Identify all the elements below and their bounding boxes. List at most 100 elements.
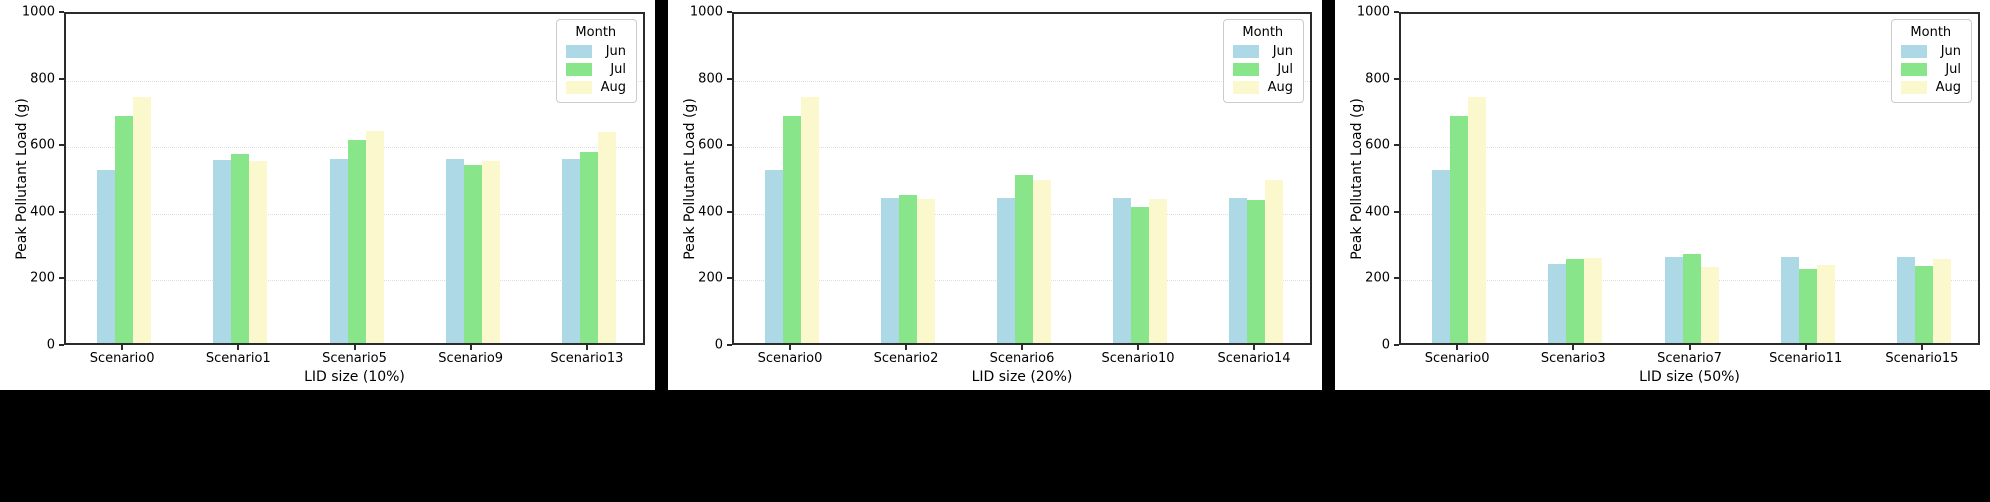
gridline-800 [1401, 80, 1978, 82]
x-tick-mark [585, 345, 588, 350]
bar-aug-scenario5 [365, 131, 384, 343]
y-tick-label: 800 [698, 71, 723, 87]
y-tick-label: 600 [1365, 137, 1390, 153]
legend-label: Jun [605, 44, 626, 59]
legend-item-aug: Aug [565, 80, 626, 95]
x-tick-mark [789, 345, 791, 350]
y-tick-mark [59, 210, 64, 213]
bar-jun-scenario0 [97, 169, 116, 343]
y-axis-label: Peak Pollutant Load (g) [1349, 97, 1365, 260]
x-axis-label: LID size (10%) [304, 369, 405, 385]
y-tick-mark [727, 77, 732, 80]
legend-item-jun: Jun [565, 44, 626, 59]
bar-aug-scenario7 [1700, 267, 1719, 343]
legend-item-aug: Aug [1232, 80, 1293, 95]
y-tick-mark [59, 144, 64, 147]
legend-item-jul: Jul [1900, 62, 1961, 77]
bar-aug-scenario0 [801, 96, 819, 343]
x-tick-mark [1021, 345, 1023, 350]
legend-label: Jul [1945, 62, 1961, 77]
legend-item-jun: Jun [1232, 44, 1293, 59]
bar-jul-scenario0 [1450, 116, 1469, 343]
x-tick-label: Scenario14 [1217, 351, 1291, 366]
bar-jul-scenario5 [347, 139, 366, 343]
legend: Month Jun Jul Aug [1890, 19, 1972, 103]
x-tick-mark [905, 345, 907, 350]
y-tick-label: 200 [30, 270, 55, 286]
y-tick-mark [727, 277, 732, 280]
legend-swatch-jul-icon [1232, 63, 1259, 76]
bar-aug-scenario13 [597, 131, 616, 343]
plot-area: Month Jun Jul Aug [64, 12, 645, 345]
bar-jun-scenario14 [1229, 198, 1247, 343]
x-tick-mark [1253, 345, 1255, 350]
y-tick-mark [1394, 210, 1399, 213]
y-tick-mark [59, 277, 64, 280]
bar-aug-scenario6 [1033, 179, 1051, 343]
legend-label: Jul [1277, 62, 1293, 77]
x-axis-label: LID size (20%) [971, 369, 1073, 385]
legend-label: Jun [1940, 44, 1961, 59]
x-tick-label: Scenario11 [1769, 351, 1843, 366]
bar-jul-scenario1 [231, 153, 250, 343]
y-tick-mark [727, 11, 732, 13]
bar-jul-scenario6 [1015, 174, 1033, 343]
x-tick-mark [1920, 345, 1923, 350]
legend-label: Aug [1267, 80, 1293, 95]
legend-item-aug: Aug [1900, 80, 1961, 95]
x-tick-mark [469, 345, 472, 350]
legend-swatch-aug-icon [565, 81, 592, 94]
legend-title: Month [1242, 25, 1284, 40]
bar-jul-scenario0 [783, 116, 801, 343]
x-tick-mark [1137, 345, 1139, 350]
bar-aug-scenario2 [917, 199, 935, 343]
x-tick-label: Scenario0 [89, 351, 155, 366]
y-tick-label: 200 [1365, 270, 1390, 286]
x-tick-label: Scenario7 [1657, 351, 1722, 366]
legend-label: Jul [610, 62, 626, 77]
y-tick-label: 200 [698, 270, 723, 286]
gridline-800 [66, 80, 643, 82]
legend-item-jul: Jul [1232, 62, 1293, 77]
x-tick-label: Scenario3 [1540, 351, 1606, 366]
y-tick-mark [1394, 77, 1399, 80]
x-tick-mark [1688, 345, 1691, 350]
legend-swatch-jul-icon [1900, 63, 1927, 76]
x-axis-label: LID size (50%) [1639, 369, 1740, 385]
legend-swatch-jun-icon [565, 45, 592, 58]
bar-jul-scenario7 [1682, 254, 1701, 343]
bar-jul-scenario3 [1566, 258, 1585, 343]
y-tick-label: 400 [30, 204, 55, 220]
y-tick-label: 1000 [21, 4, 55, 20]
x-tick-label: Scenario2 [873, 351, 939, 366]
y-tick-mark [727, 144, 732, 147]
chart-panel-lid-10: Peak Pollutant Load (g) Month Jun Jul Aug 0 20… [0, 0, 655, 390]
bar-jun-scenario0 [1432, 169, 1451, 343]
y-tick-label: 800 [30, 71, 55, 87]
y-tick-label: 400 [698, 204, 723, 220]
x-tick-label: Scenario15 [1885, 351, 1959, 366]
figure-row: Peak Pollutant Load (g) Month Jun Jul Aug 0 20… [0, 0, 1990, 390]
y-tick-mark [1394, 277, 1399, 280]
y-tick-label: 400 [1365, 204, 1390, 220]
y-tick-mark [59, 344, 64, 346]
bar-jul-scenario15 [1914, 265, 1933, 343]
gridline-400 [1401, 213, 1978, 215]
legend-label: Aug [600, 80, 626, 95]
bar-jun-scenario6 [997, 198, 1015, 343]
bar-aug-scenario10 [1149, 199, 1167, 343]
chart-panel-lid-50: Peak Pollutant Load (g) Month Jun Jul Aug 0 20… [1335, 0, 1990, 390]
y-tick-mark [727, 344, 732, 346]
bar-aug-scenario3 [1584, 258, 1603, 343]
legend-swatch-jun-icon [1232, 45, 1259, 58]
bar-jun-scenario5 [329, 159, 348, 343]
y-tick-mark [59, 77, 64, 80]
x-tick-mark [1456, 345, 1459, 350]
legend-swatch-jun-icon [1900, 45, 1927, 58]
bar-jun-scenario1 [213, 159, 232, 343]
x-tick-label: Scenario10 [1101, 351, 1175, 366]
bar-jul-scenario2 [899, 194, 917, 343]
bar-aug-scenario9 [481, 160, 500, 343]
y-tick-label: 0 [714, 337, 723, 353]
y-tick-label: 1000 [1356, 4, 1390, 20]
